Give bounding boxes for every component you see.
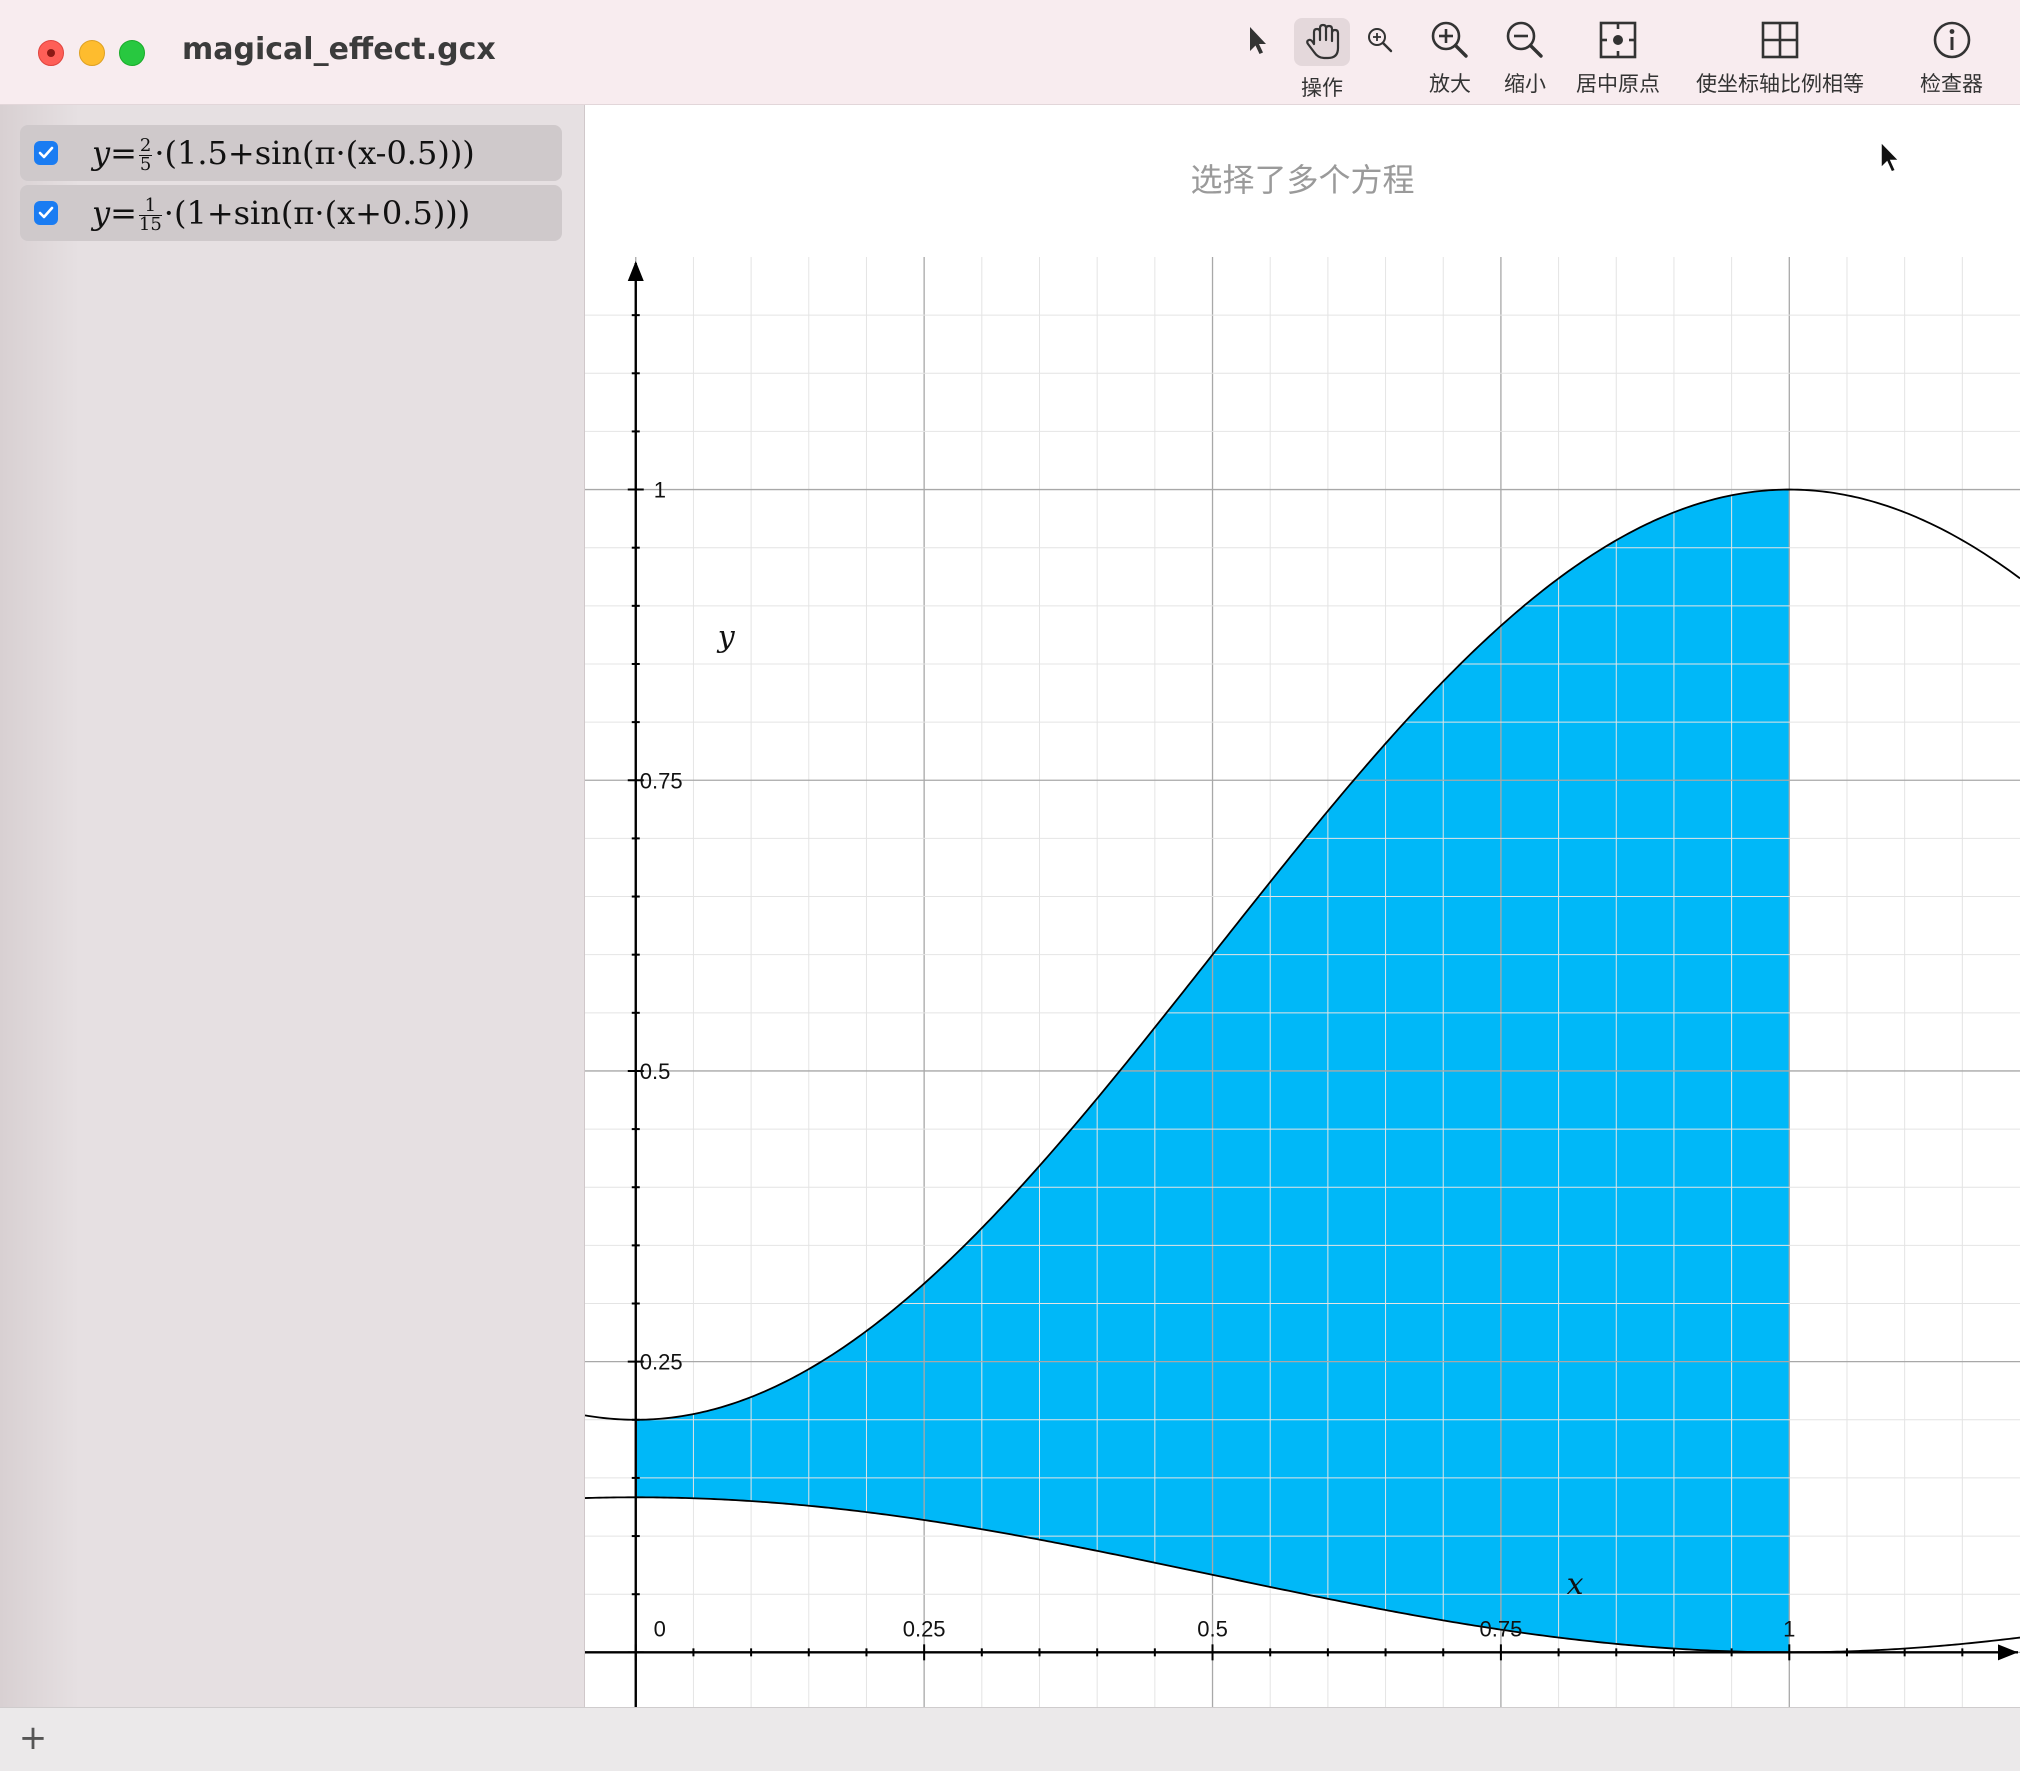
equal-axes-label: 使坐标轴比例相等 — [1696, 72, 1864, 96]
y-axis-arrow — [627, 261, 644, 281]
title-bar: magical_effect.gcx 操作 放大 — [0, 0, 2020, 105]
equation-prefix: y= — [92, 194, 137, 232]
fraction-numerator: 2 — [138, 135, 153, 156]
hand-icon — [1306, 23, 1340, 60]
equation-suffix: ·(1.5+sin(π·(x-0.5))) — [154, 134, 475, 172]
x-tick-label: 1 — [1783, 1616, 1795, 1641]
graph-canvas[interactable]: 选择了多个方程 0 0.25 0.5 0.75 1 0.25 0.5 0.75 1 x y — [585, 105, 2020, 1707]
y-tick-label: 0.25 — [640, 1350, 683, 1375]
zoom-window-button[interactable] — [119, 40, 145, 66]
y-tick-label: 0.5 — [640, 1059, 671, 1084]
add-equation-button[interactable]: + — [18, 1718, 48, 1758]
equation-formula: y= 1 15 ·(1+sin(π·(x+0.5))) — [92, 193, 470, 234]
zoom-out-label: 缩小 — [1504, 72, 1546, 96]
grid-icon — [1761, 21, 1799, 59]
magnifier-icon — [1368, 28, 1393, 53]
y-tick-label: 0.75 — [640, 768, 683, 793]
inspector-button[interactable]: 检查器 — [1920, 18, 1983, 98]
inspector-label: 检查器 — [1920, 72, 1983, 96]
x-tick-label: 0.5 — [1197, 1616, 1228, 1641]
equation-fraction: 1 15 — [138, 197, 162, 235]
function-plot[interactable]: 0 0.25 0.5 0.75 1 0.25 0.5 0.75 1 x y — [585, 257, 2020, 1707]
zoom-out-icon — [1506, 21, 1543, 58]
center-origin-label: 居中原点 — [1576, 72, 1660, 96]
selection-status: 选择了多个方程 — [1190, 161, 1415, 199]
zoom-out-button[interactable]: 缩小 — [1503, 18, 1547, 98]
close-window-button[interactable] — [38, 40, 64, 66]
mouse-cursor-icon — [1880, 140, 1901, 173]
x-axis-label: x — [1567, 1567, 1584, 1602]
y-axis-label: y — [716, 620, 736, 655]
checkmark-icon — [38, 146, 54, 159]
select-tool-button[interactable] — [1244, 24, 1270, 58]
zoom-tool-button[interactable] — [1366, 26, 1394, 54]
checkmark-icon — [38, 206, 54, 219]
zoom-in-label: 放大 — [1429, 72, 1471, 96]
fraction-numerator: 1 — [138, 197, 162, 216]
center-origin-icon — [1599, 21, 1637, 59]
zoom-in-icon — [1431, 21, 1468, 58]
equation-row[interactable]: y= 2 5 ·(1.5+sin(π·(x-0.5))) — [20, 125, 562, 181]
center-origin-button[interactable]: 居中原点 — [1576, 18, 1660, 98]
fraction-denominator: 15 — [138, 214, 162, 235]
equation-sidebar: y= 2 5 ·(1.5+sin(π·(x-0.5))) y= 1 15 ·(1+sin(π… — [0, 105, 585, 1707]
arrow-pointer-icon — [1250, 27, 1266, 54]
zoom-in-button[interactable]: 放大 — [1428, 18, 1472, 98]
equation-row[interactable]: y= 1 15 ·(1+sin(π·(x+0.5))) — [20, 185, 562, 241]
pan-tool-button[interactable]: 操作 — [1294, 18, 1350, 102]
equation-formula: y= 2 5 ·(1.5+sin(π·(x-0.5))) — [92, 133, 475, 174]
y-tick-label: 1 — [654, 478, 666, 503]
equation-prefix: y= — [92, 134, 137, 172]
x-axis-arrow — [1998, 1644, 2018, 1661]
equation-checkbox[interactable] — [34, 141, 58, 165]
x-tick-label: 0.25 — [903, 1616, 946, 1641]
x-tick-label: 0 — [654, 1616, 666, 1641]
window-title: magical_effect.gcx — [182, 32, 496, 67]
minimize-window-button[interactable] — [79, 40, 105, 66]
curve-series-1 — [585, 488, 2020, 1421]
pan-tool-label: 操作 — [1301, 76, 1343, 100]
bottom-bar: + — [0, 1707, 2020, 1771]
info-icon — [1933, 21, 1970, 59]
equation-suffix: ·(1+sin(π·(x+0.5))) — [163, 194, 471, 232]
equal-axes-button[interactable]: 使坐标轴比例相等 — [1696, 18, 1864, 98]
fraction-denominator: 5 — [139, 154, 152, 175]
x-tick-label: 0.75 — [1479, 1616, 1522, 1641]
equation-checkbox[interactable] — [34, 201, 58, 225]
